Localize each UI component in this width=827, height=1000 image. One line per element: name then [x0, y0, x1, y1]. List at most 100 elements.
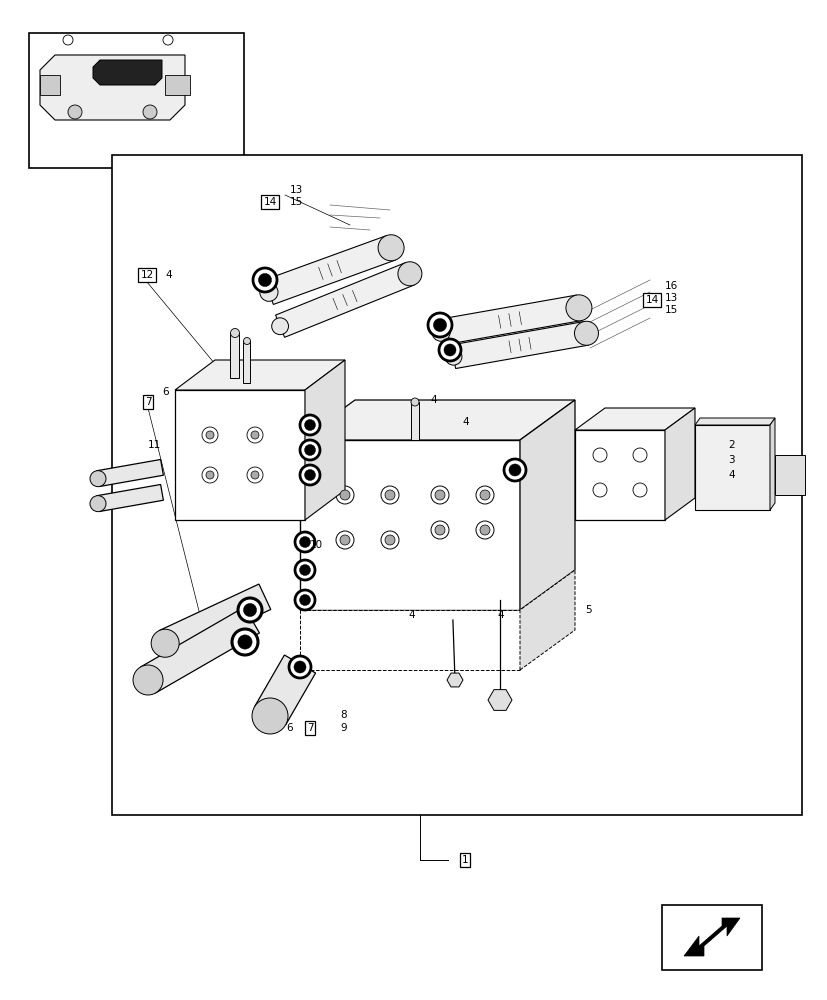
Polygon shape: [451, 321, 588, 369]
Circle shape: [299, 465, 319, 485]
Text: 4: 4: [408, 610, 414, 620]
Text: 4: 4: [461, 417, 468, 427]
Circle shape: [592, 448, 606, 462]
Circle shape: [251, 698, 288, 734]
Polygon shape: [438, 295, 581, 345]
Circle shape: [299, 415, 319, 435]
Circle shape: [251, 471, 259, 479]
Circle shape: [428, 313, 452, 337]
Polygon shape: [97, 484, 163, 512]
Polygon shape: [447, 673, 462, 687]
Circle shape: [90, 496, 106, 512]
Circle shape: [202, 467, 218, 483]
Polygon shape: [574, 408, 694, 430]
Circle shape: [340, 535, 350, 545]
Circle shape: [90, 471, 106, 487]
Circle shape: [271, 318, 288, 335]
Circle shape: [206, 471, 213, 479]
Polygon shape: [93, 60, 162, 85]
Text: 8: 8: [340, 710, 347, 720]
Polygon shape: [487, 690, 511, 710]
Polygon shape: [254, 655, 315, 725]
Bar: [112, 155, 801, 815]
Circle shape: [432, 323, 450, 341]
Bar: [230, 333, 239, 378]
Circle shape: [289, 656, 311, 678]
Bar: [694, 425, 769, 510]
Polygon shape: [519, 400, 574, 610]
Polygon shape: [769, 418, 774, 510]
Circle shape: [509, 464, 520, 476]
Bar: [410, 402, 418, 440]
Circle shape: [230, 328, 239, 338]
Circle shape: [336, 486, 354, 504]
Circle shape: [294, 560, 314, 580]
Polygon shape: [304, 360, 345, 520]
Circle shape: [251, 431, 259, 439]
Circle shape: [163, 35, 173, 45]
Text: 4: 4: [429, 395, 436, 405]
Circle shape: [438, 339, 461, 361]
Text: 4: 4: [496, 610, 503, 620]
Circle shape: [68, 105, 82, 119]
Circle shape: [260, 283, 278, 301]
Circle shape: [378, 235, 404, 261]
Text: 1: 1: [461, 855, 468, 865]
Circle shape: [398, 262, 422, 286]
Polygon shape: [165, 75, 189, 95]
Polygon shape: [174, 360, 345, 390]
Bar: [243, 341, 251, 383]
Text: 7: 7: [306, 723, 313, 733]
Circle shape: [632, 483, 646, 497]
Bar: [662, 905, 761, 970]
Polygon shape: [299, 400, 574, 440]
Circle shape: [246, 427, 263, 443]
Circle shape: [294, 661, 306, 673]
Circle shape: [476, 521, 494, 539]
Polygon shape: [694, 418, 774, 425]
Text: 13: 13: [664, 293, 677, 303]
Polygon shape: [519, 570, 574, 670]
Circle shape: [304, 444, 315, 456]
Polygon shape: [174, 390, 304, 520]
Text: 14: 14: [263, 197, 276, 207]
Bar: [29, 33, 244, 168]
Circle shape: [299, 440, 319, 460]
Polygon shape: [40, 55, 184, 120]
Circle shape: [258, 273, 271, 287]
Circle shape: [574, 321, 598, 345]
Circle shape: [294, 590, 314, 610]
Text: 4: 4: [165, 270, 171, 280]
Circle shape: [380, 531, 399, 549]
Text: 12: 12: [141, 270, 154, 280]
Circle shape: [565, 295, 591, 321]
Circle shape: [476, 486, 494, 504]
Circle shape: [385, 535, 394, 545]
Polygon shape: [159, 584, 270, 656]
Circle shape: [206, 431, 213, 439]
Circle shape: [304, 470, 315, 481]
Circle shape: [340, 490, 350, 500]
Circle shape: [63, 35, 73, 45]
Text: 15: 15: [289, 197, 303, 207]
Polygon shape: [40, 75, 60, 95]
Polygon shape: [299, 440, 519, 610]
Text: 13: 13: [289, 185, 303, 195]
Circle shape: [299, 536, 310, 548]
Text: 3: 3: [727, 455, 734, 465]
Circle shape: [232, 629, 258, 655]
Text: 6: 6: [285, 723, 292, 733]
Circle shape: [237, 598, 261, 622]
Circle shape: [385, 490, 394, 500]
Text: 15: 15: [664, 305, 677, 315]
Circle shape: [504, 459, 525, 481]
Circle shape: [294, 532, 314, 552]
Circle shape: [133, 665, 163, 695]
Bar: [774, 455, 804, 495]
Circle shape: [445, 348, 461, 365]
Polygon shape: [275, 263, 414, 337]
Polygon shape: [264, 236, 395, 304]
Circle shape: [243, 603, 256, 617]
Circle shape: [304, 420, 315, 430]
Text: 5: 5: [585, 605, 591, 615]
